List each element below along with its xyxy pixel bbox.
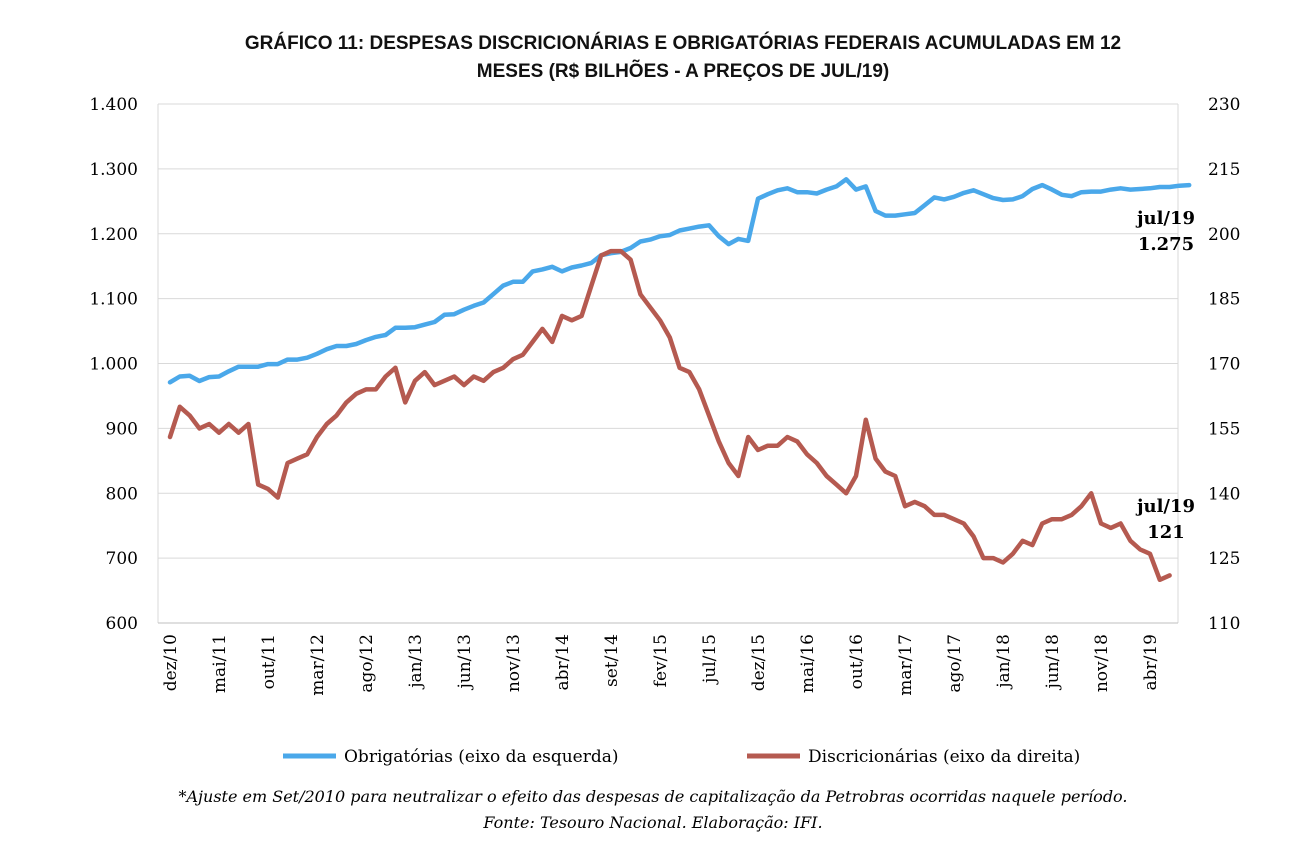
right-y-tick-label: 155 [1208, 419, 1240, 439]
chart-title: GRÁFICO 11: DESPESAS DISCRICIONÁRIAS E O… [0, 30, 1306, 86]
end-annotations: jul/19 1.275 jul/19 121 [1135, 208, 1195, 543]
left-y-tick-label: 1.100 [89, 290, 138, 310]
right-y-tick-label: 200 [1208, 225, 1240, 245]
x-axis-ticks: dez/10 mai/11 out/11 mar/12 ago/12 jan/13 jun/… [161, 634, 1161, 696]
x-tick-label: mar/17 [896, 634, 916, 696]
x-tick-label: dez/10 [161, 634, 181, 691]
x-tick-label: nov/13 [504, 634, 524, 692]
left-y-tick-label: 1.300 [89, 160, 138, 180]
x-tick-label: nov/18 [1092, 634, 1112, 692]
legend-label: Obrigatórias (eixo da esquerda) [344, 747, 619, 767]
series-lines [167, 177, 1192, 583]
right-y-tick-label: 230 [1208, 95, 1240, 115]
right-y-tick-label: 170 [1208, 355, 1240, 375]
x-tick-label: jan/13 [406, 634, 426, 690]
left-y-tick-label: 1.200 [89, 225, 138, 245]
x-tick-label: out/16 [847, 634, 867, 689]
x-tick-label: fev/15 [651, 634, 671, 687]
right-y-tick-label: 110 [1208, 614, 1240, 634]
x-tick-label: jun/13 [455, 634, 475, 691]
x-tick-label: mai/11 [210, 634, 230, 693]
x-tick-label: set/14 [602, 634, 622, 687]
left-y-tick-label: 700 [106, 549, 138, 569]
legend-label: Discricionárias (eixo da direita) [808, 747, 1080, 767]
end-label-date: jul/19 [1135, 208, 1195, 229]
left-y-tick-label: 1.000 [89, 355, 138, 375]
chart-title-line-2: MESES (R$ BILHÕES - A PREÇOS DE JUL/19) [476, 61, 890, 82]
end-label-date: jul/19 [1135, 496, 1195, 517]
right-y-tick-label: 185 [1208, 290, 1240, 310]
x-tick-label: dez/15 [749, 634, 769, 691]
left-y-tick-label: 800 [106, 484, 138, 504]
x-tick-label: abr/14 [553, 634, 573, 691]
right-y-tick-label: 125 [1208, 549, 1240, 569]
axes [157, 104, 1179, 624]
x-tick-label: jan/18 [994, 634, 1014, 690]
left-y-tick-label: 900 [106, 419, 138, 439]
right-y-axis-ticks: 230 215 200 185 170 155 140 125 110 [1208, 95, 1240, 634]
x-tick-label: abr/19 [1141, 634, 1161, 691]
x-tick-label: jul/15 [700, 634, 720, 685]
left-y-axis-ticks: 1.400 1.300 1.200 1.100 1.000 900 800 700 600 [89, 95, 138, 634]
x-tick-label: mai/16 [798, 634, 818, 693]
footnote-adjustment: *Ajuste em Set/2010 para neutralizar o e… [178, 787, 1128, 806]
x-tick-label: mar/12 [308, 634, 328, 696]
end-label-value: 121 [1147, 522, 1185, 543]
right-y-tick-label: 140 [1208, 484, 1240, 504]
x-tick-label: jun/18 [1043, 634, 1063, 691]
x-tick-label: out/11 [259, 634, 279, 689]
x-tick-label: ago/12 [357, 634, 377, 693]
discricionarias-line [167, 248, 1172, 583]
legend: Obrigatórias (eixo da esquerda) Discricio… [283, 747, 1080, 767]
right-y-tick-label: 215 [1208, 160, 1240, 180]
x-tick-label: ago/17 [945, 634, 965, 693]
end-label-value: 1.275 [1138, 234, 1194, 255]
left-y-tick-label: 1.400 [89, 95, 138, 115]
footnote-source: Fonte: Tesouro Nacional. Elaboração: IFI… [483, 813, 823, 832]
left-y-tick-label: 600 [106, 614, 138, 634]
chart-title-line-1: GRÁFICO 11: DESPESAS DISCRICIONÁRIAS E O… [244, 33, 1122, 54]
gridlines [158, 103, 1178, 624]
obrigatorias-line [167, 177, 1192, 385]
